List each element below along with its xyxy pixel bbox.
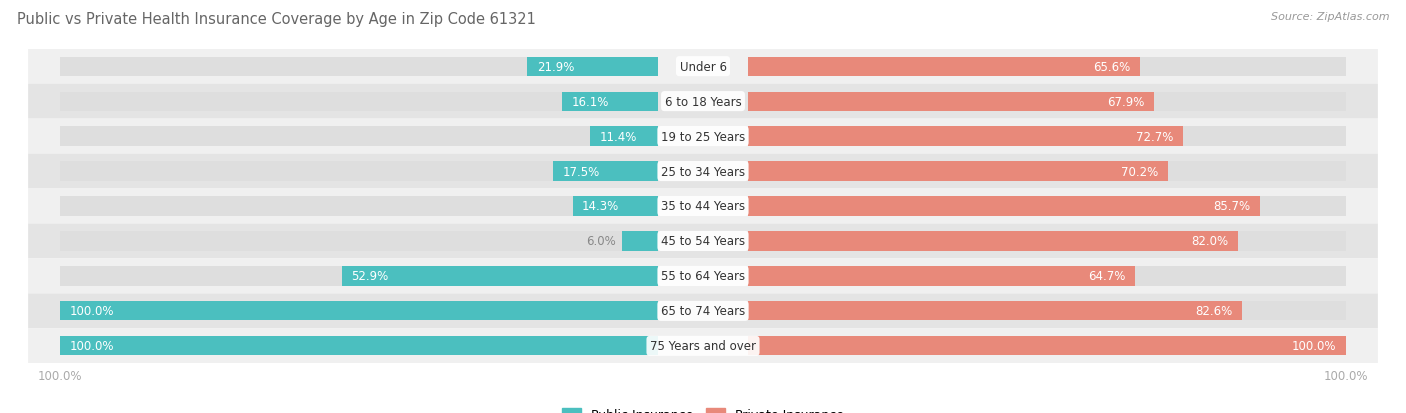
Bar: [748, 127, 1346, 146]
FancyBboxPatch shape: [28, 154, 1378, 189]
Bar: [572, 197, 658, 216]
Text: 55 to 64 Years: 55 to 64 Years: [661, 270, 745, 283]
Text: 100.0%: 100.0%: [70, 305, 114, 318]
Text: Under 6: Under 6: [679, 61, 727, 74]
Bar: [60, 301, 658, 321]
Bar: [60, 267, 658, 286]
Bar: [527, 57, 658, 76]
Text: Source: ZipAtlas.com: Source: ZipAtlas.com: [1271, 12, 1389, 22]
Text: 52.9%: 52.9%: [352, 270, 388, 283]
Text: 85.7%: 85.7%: [1213, 200, 1250, 213]
Bar: [748, 162, 1167, 181]
Bar: [621, 232, 658, 251]
Text: 72.7%: 72.7%: [1136, 130, 1173, 143]
Legend: Public Insurance, Private Insurance: Public Insurance, Private Insurance: [557, 404, 849, 413]
Text: 82.6%: 82.6%: [1195, 305, 1232, 318]
Text: 6.0%: 6.0%: [586, 235, 616, 248]
Bar: [60, 197, 658, 216]
Bar: [748, 232, 1239, 251]
Bar: [748, 162, 1346, 181]
Bar: [748, 127, 1182, 146]
Text: 21.9%: 21.9%: [537, 61, 574, 74]
Text: 16.1%: 16.1%: [571, 95, 609, 108]
Bar: [60, 301, 658, 321]
Text: 70.2%: 70.2%: [1121, 165, 1159, 178]
Text: 100.0%: 100.0%: [1292, 339, 1336, 352]
Text: 35 to 44 Years: 35 to 44 Years: [661, 200, 745, 213]
Bar: [748, 267, 1135, 286]
Bar: [554, 162, 658, 181]
Bar: [748, 197, 1260, 216]
FancyBboxPatch shape: [28, 50, 1378, 84]
Bar: [60, 337, 658, 356]
Bar: [60, 57, 658, 76]
Bar: [60, 232, 658, 251]
Bar: [748, 57, 1140, 76]
Bar: [562, 92, 658, 112]
FancyBboxPatch shape: [28, 119, 1378, 154]
FancyBboxPatch shape: [28, 329, 1378, 363]
Text: 82.0%: 82.0%: [1191, 235, 1229, 248]
Text: 75 Years and over: 75 Years and over: [650, 339, 756, 352]
Text: 65 to 74 Years: 65 to 74 Years: [661, 305, 745, 318]
FancyBboxPatch shape: [28, 224, 1378, 259]
FancyBboxPatch shape: [28, 294, 1378, 329]
Bar: [60, 127, 658, 146]
Text: 19 to 25 Years: 19 to 25 Years: [661, 130, 745, 143]
Bar: [591, 127, 658, 146]
Bar: [60, 162, 658, 181]
Bar: [60, 337, 658, 356]
Text: 65.6%: 65.6%: [1094, 61, 1130, 74]
FancyBboxPatch shape: [28, 189, 1378, 224]
Bar: [748, 337, 1346, 356]
Text: Public vs Private Health Insurance Coverage by Age in Zip Code 61321: Public vs Private Health Insurance Cover…: [17, 12, 536, 27]
Text: 100.0%: 100.0%: [70, 339, 114, 352]
Bar: [748, 301, 1346, 321]
Text: 11.4%: 11.4%: [599, 130, 637, 143]
Text: 17.5%: 17.5%: [562, 165, 600, 178]
Bar: [748, 267, 1346, 286]
Text: 6 to 18 Years: 6 to 18 Years: [665, 95, 741, 108]
Bar: [748, 57, 1346, 76]
Bar: [748, 92, 1346, 112]
Bar: [748, 232, 1346, 251]
Text: 64.7%: 64.7%: [1088, 270, 1125, 283]
Bar: [748, 197, 1346, 216]
Bar: [60, 92, 658, 112]
Bar: [342, 267, 658, 286]
Text: 25 to 34 Years: 25 to 34 Years: [661, 165, 745, 178]
Bar: [748, 92, 1154, 112]
Bar: [748, 337, 1346, 356]
FancyBboxPatch shape: [28, 84, 1378, 119]
Bar: [748, 301, 1241, 321]
Text: 67.9%: 67.9%: [1107, 95, 1144, 108]
FancyBboxPatch shape: [28, 259, 1378, 294]
Text: 14.3%: 14.3%: [582, 200, 620, 213]
Text: 45 to 54 Years: 45 to 54 Years: [661, 235, 745, 248]
